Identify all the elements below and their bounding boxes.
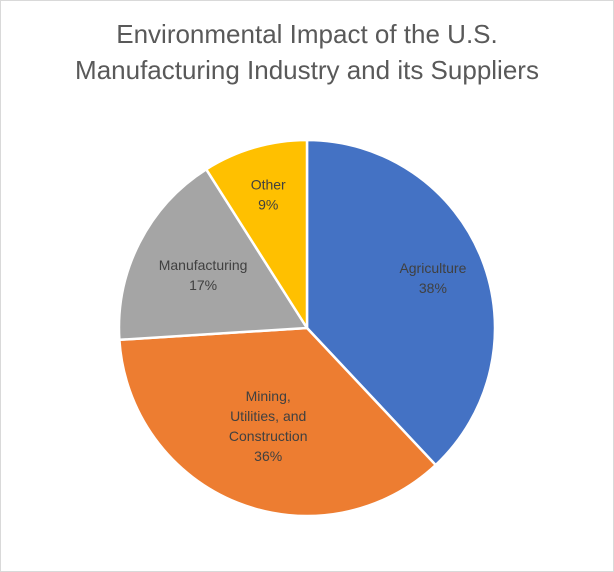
data-label-other-line-2: 9%	[258, 196, 278, 212]
data-label-mining-utilities-construction-line-1: Mining,	[246, 388, 291, 404]
pie-slice-other	[205, 138, 309, 330]
pie-slice-manufacturing	[117, 168, 309, 342]
data-label-manufacturing-line-1: Manufacturing	[159, 257, 248, 273]
pie-slice-mining-utilities-construction	[118, 326, 437, 518]
data-label-mining-utilities-construction: Mining, Utilities, and Construction 36%	[229, 388, 308, 464]
data-label-agriculture-line-1: Agriculture	[399, 260, 466, 276]
data-label-agriculture-line-2: 38%	[419, 280, 447, 296]
data-label-other: Other 9%	[251, 176, 286, 212]
data-label-other-line-1: Other	[251, 176, 286, 192]
data-label-mining-utilities-construction-line-3: Construction	[229, 428, 308, 444]
data-label-agriculture: Agriculture 38%	[399, 260, 466, 296]
pie-slice-agriculture	[305, 138, 497, 467]
chart-title: Environmental Impact of the U.S. Manufac…	[0, 16, 614, 88]
data-label-mining-utilities-construction-line-4: 36%	[254, 448, 282, 464]
data-label-mining-utilities-construction-line-2: Utilities, and	[230, 408, 306, 424]
data-label-manufacturing-line-2: 17%	[189, 277, 217, 293]
chart-title-line-2: Manufacturing Industry and its Suppliers	[75, 55, 539, 85]
data-label-manufacturing: Manufacturing 17%	[159, 257, 248, 293]
chart-title-line-1: Environmental Impact of the U.S.	[116, 19, 498, 49]
